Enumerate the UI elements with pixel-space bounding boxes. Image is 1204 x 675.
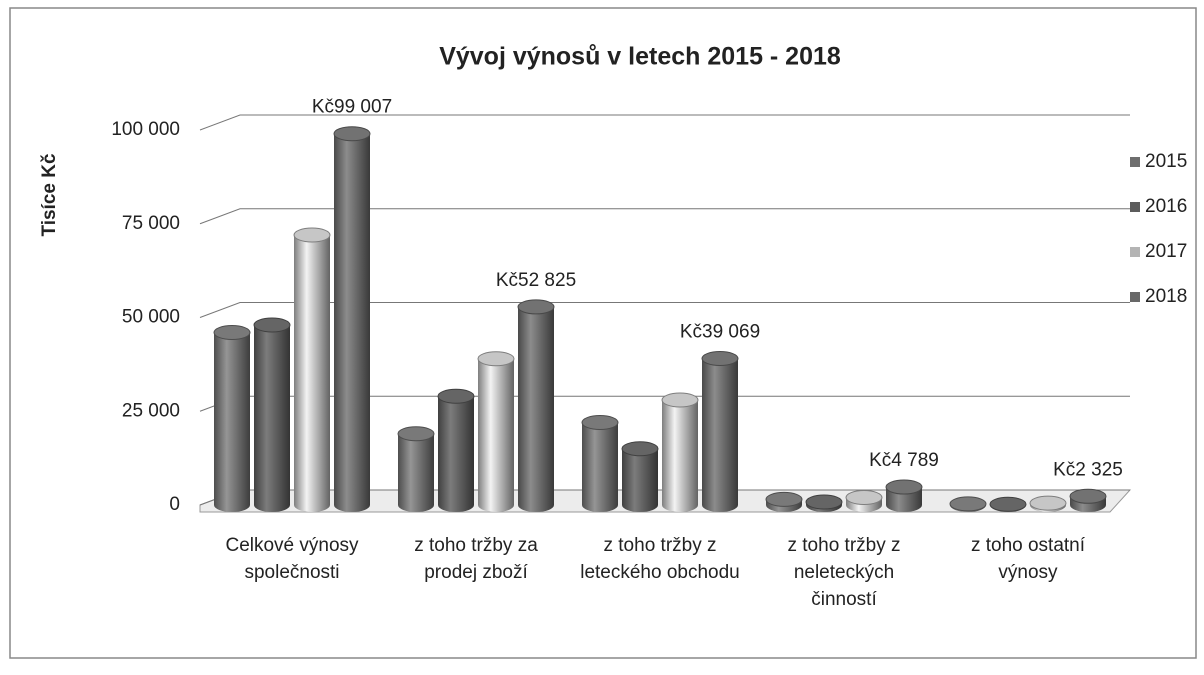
bar-bottom: [334, 498, 370, 512]
bar-body: [214, 332, 250, 505]
bar-top: [661, 392, 699, 408]
bar-top: [213, 325, 251, 340]
bar-top: [397, 426, 435, 442]
x-tick-label: z toho tržby z neleteckých činností: [787, 535, 901, 610]
bar-top: [765, 491, 803, 507]
data-label: Kč99 007: [312, 97, 392, 118]
bar-top: [1069, 488, 1107, 504]
bar: [949, 496, 987, 512]
bar: [845, 490, 883, 512]
bar-body: [662, 400, 698, 505]
bar-body: [478, 358, 514, 505]
bar: [885, 479, 923, 512]
bar: [517, 299, 555, 512]
legend-label: 2015: [1145, 151, 1187, 172]
y-tick-label: 0: [169, 494, 180, 515]
grid-line: [199, 114, 1130, 131]
bar: [253, 317, 291, 512]
x-tick-label: Celkové výnosy společnosti: [225, 535, 359, 583]
bar-body: [438, 396, 474, 505]
bar: [397, 426, 435, 512]
bar: [661, 392, 699, 512]
bar: [333, 126, 371, 512]
bar-top: [477, 351, 515, 367]
y-tick-label: 50 000: [122, 307, 180, 328]
bar-top: [621, 441, 659, 457]
bar-top: [805, 494, 843, 510]
bar-bottom: [622, 498, 658, 512]
bar-bottom: [702, 498, 738, 512]
bar-top: [517, 299, 555, 315]
bar-bottom: [214, 498, 250, 512]
bar-bottom: [254, 498, 290, 512]
legend-swatch: [1130, 202, 1140, 212]
chart-title: Vývoj výnosů v letech 2015 - 2018: [439, 43, 841, 71]
bar-body: [398, 433, 434, 505]
grid-line: [199, 302, 1130, 318]
data-label: Kč39 069: [680, 322, 760, 343]
bar-body: [294, 235, 330, 505]
legend-swatch: [1130, 157, 1140, 167]
data-label: Kč52 825: [496, 270, 576, 291]
bar-top: [293, 227, 331, 243]
x-tick-label: z toho ostatní výnosy: [970, 535, 1086, 583]
bar-top: [701, 350, 739, 366]
x-tick-label: z toho tržby za prodej zboží: [414, 535, 538, 583]
legend-label: 2017: [1145, 241, 1187, 262]
legend-swatch: [1130, 247, 1140, 257]
x-tick-label: z toho tržby z leteckého obchodu: [580, 535, 740, 583]
bar-top: [885, 479, 923, 495]
bar-body: [702, 358, 738, 505]
bar-body: [622, 448, 658, 505]
legend-swatch: [1130, 292, 1140, 302]
bar-top: [253, 317, 291, 333]
bar-bottom: [294, 498, 330, 512]
bar-top: [845, 490, 883, 505]
bar-top: [949, 496, 987, 512]
bar: [581, 415, 619, 512]
bar: [293, 227, 331, 512]
bar-top: [437, 388, 475, 404]
y-tick-label: 25 000: [122, 400, 180, 421]
bar-body: [582, 422, 618, 505]
y-tick-label: 100 000: [111, 119, 180, 140]
bar-top: [989, 496, 1027, 512]
bar: [805, 494, 843, 512]
legend-label: 2018: [1145, 286, 1187, 307]
y-axis-label: Tisíce Kč: [39, 153, 60, 237]
bar: [213, 325, 251, 512]
bar: [765, 491, 803, 512]
bar: [1069, 488, 1107, 512]
bar-bottom: [478, 498, 514, 512]
bar-top: [1029, 495, 1067, 511]
bar: [989, 496, 1027, 512]
bar-bottom: [662, 498, 698, 512]
bar-body: [334, 133, 370, 505]
bar: [701, 350, 739, 512]
bar-bottom: [582, 498, 618, 512]
data-label: Kč4 789: [869, 450, 939, 471]
bar-body: [518, 306, 554, 505]
bar-body: [254, 325, 290, 505]
grid-line: [199, 208, 1130, 225]
bar: [477, 351, 515, 512]
y-tick-label: 75 000: [122, 213, 180, 234]
chart-frame: [9, 7, 1197, 659]
data-label: Kč2 325: [1053, 459, 1123, 480]
bar-top: [581, 415, 619, 430]
bar: [1029, 495, 1067, 512]
bar: [621, 441, 659, 512]
bar-bottom: [398, 498, 434, 512]
bar-bottom: [886, 498, 922, 512]
bar-bottom: [518, 498, 554, 512]
bar: [437, 388, 475, 512]
legend-label: 2016: [1145, 196, 1187, 217]
bar-bottom: [438, 498, 474, 512]
bar-top: [333, 126, 371, 142]
